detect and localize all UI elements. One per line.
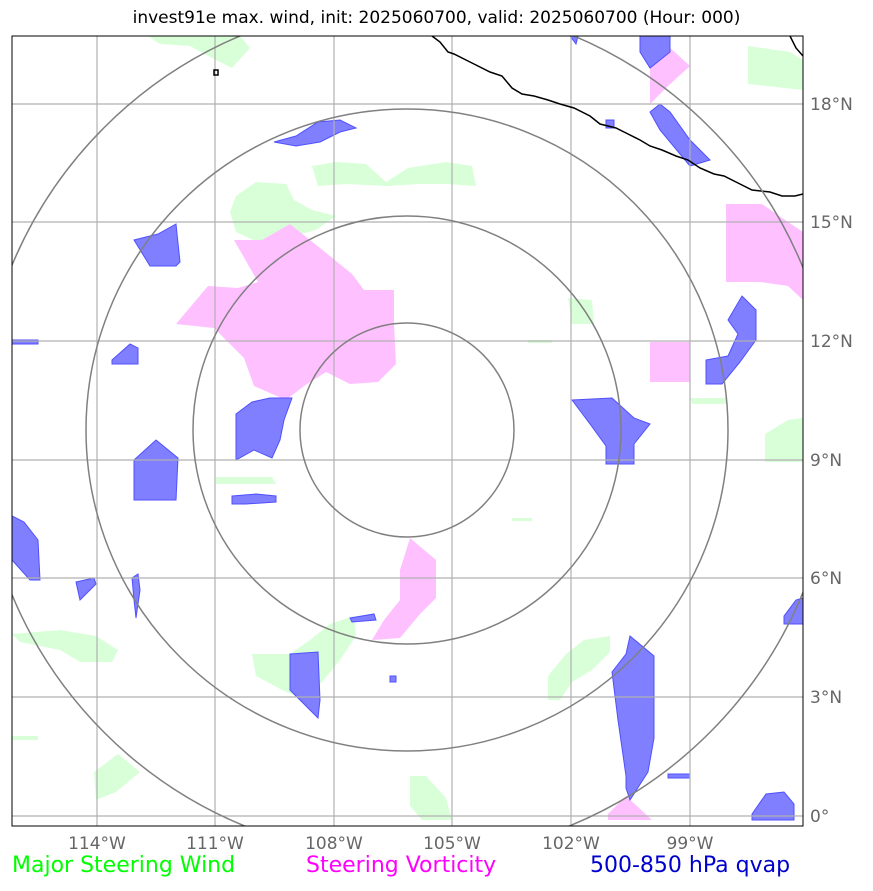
qvap-area — [131, 573, 141, 619]
legend-qvap: 500-850 hPa qvap — [590, 853, 791, 878]
qvap-area — [783, 597, 803, 625]
wind-area — [748, 46, 803, 90]
qvap-area — [349, 613, 377, 623]
lat-label: 6°N — [810, 569, 842, 589]
qvap-area — [705, 295, 757, 385]
wind-area — [548, 636, 610, 700]
plot-frame — [11, 35, 804, 827]
graticule — [12, 36, 803, 826]
qvap-area — [111, 343, 139, 365]
longitude-labels: 114°W 111°W 108°W 105°W 102°W 99°W — [68, 834, 714, 854]
wind-area — [94, 754, 140, 800]
coastline-segment — [789, 36, 803, 57]
latitude-labels: 18°N 15°N 12°N 9°N 6°N 3°N 0° — [810, 95, 853, 827]
wind-area — [512, 518, 532, 521]
wind-area — [216, 477, 276, 484]
distance-rings — [12, 36, 803, 826]
qvap-area — [133, 223, 181, 267]
qvap-area — [667, 773, 691, 779]
qvap-area — [569, 36, 579, 46]
wind-area — [312, 162, 476, 186]
qvap-area — [75, 577, 97, 601]
qvap-area — [751, 791, 795, 821]
qvap-area — [133, 439, 179, 501]
wind-area — [765, 418, 803, 462]
qvap-area — [389, 675, 397, 683]
qvap-area — [611, 635, 655, 802]
ring-3 — [85, 108, 729, 752]
wind-area — [12, 630, 118, 662]
vorticity-area — [650, 342, 690, 382]
coastline-segment — [431, 36, 803, 197]
wind-area — [690, 398, 728, 404]
lat-label: 3°N — [810, 688, 842, 708]
legend-steering-vorticity: Steering Vorticity — [306, 853, 497, 878]
lat-label: 15°N — [810, 213, 853, 233]
lat-label: 9°N — [810, 451, 842, 471]
vorticity-area — [176, 224, 396, 400]
lat-label: 18°N — [810, 95, 853, 115]
ring-2 — [192, 215, 622, 645]
qvap-area — [231, 493, 277, 505]
lon-label: 99°W — [667, 834, 714, 854]
vorticity-area — [726, 204, 803, 300]
vorticity-area — [372, 538, 436, 640]
vorticity-area — [608, 796, 652, 820]
coastline — [213, 36, 803, 197]
lon-label: 111°W — [186, 834, 244, 854]
wind-area — [568, 298, 594, 324]
wind-area — [230, 182, 336, 244]
lat-label: 12°N — [810, 332, 853, 352]
wind-area — [410, 776, 452, 820]
ring-4 — [12, 36, 803, 826]
wind-area — [148, 36, 250, 68]
qvap-area — [639, 36, 671, 69]
lat-label: 0° — [810, 807, 829, 827]
legend-steering-wind: Major Steering Wind — [12, 853, 236, 878]
qvap-area — [12, 515, 41, 581]
qvap-areas — [12, 36, 803, 821]
qvap-area — [649, 103, 711, 167]
island-outline — [213, 69, 219, 76]
lon-label: 102°W — [542, 834, 600, 854]
lon-label: 105°W — [423, 834, 481, 854]
qvap-area — [273, 119, 358, 147]
steering-wind-areas — [12, 36, 803, 820]
wind-area — [12, 736, 38, 740]
qvap-area — [235, 397, 293, 461]
ring-1 — [299, 322, 515, 538]
lon-label: 108°W — [305, 834, 363, 854]
lon-label: 114°W — [68, 834, 126, 854]
map-title: invest91e max. wind, init: 2025060700, v… — [132, 8, 741, 28]
qvap-area — [571, 397, 651, 465]
qvap-area — [289, 651, 321, 720]
